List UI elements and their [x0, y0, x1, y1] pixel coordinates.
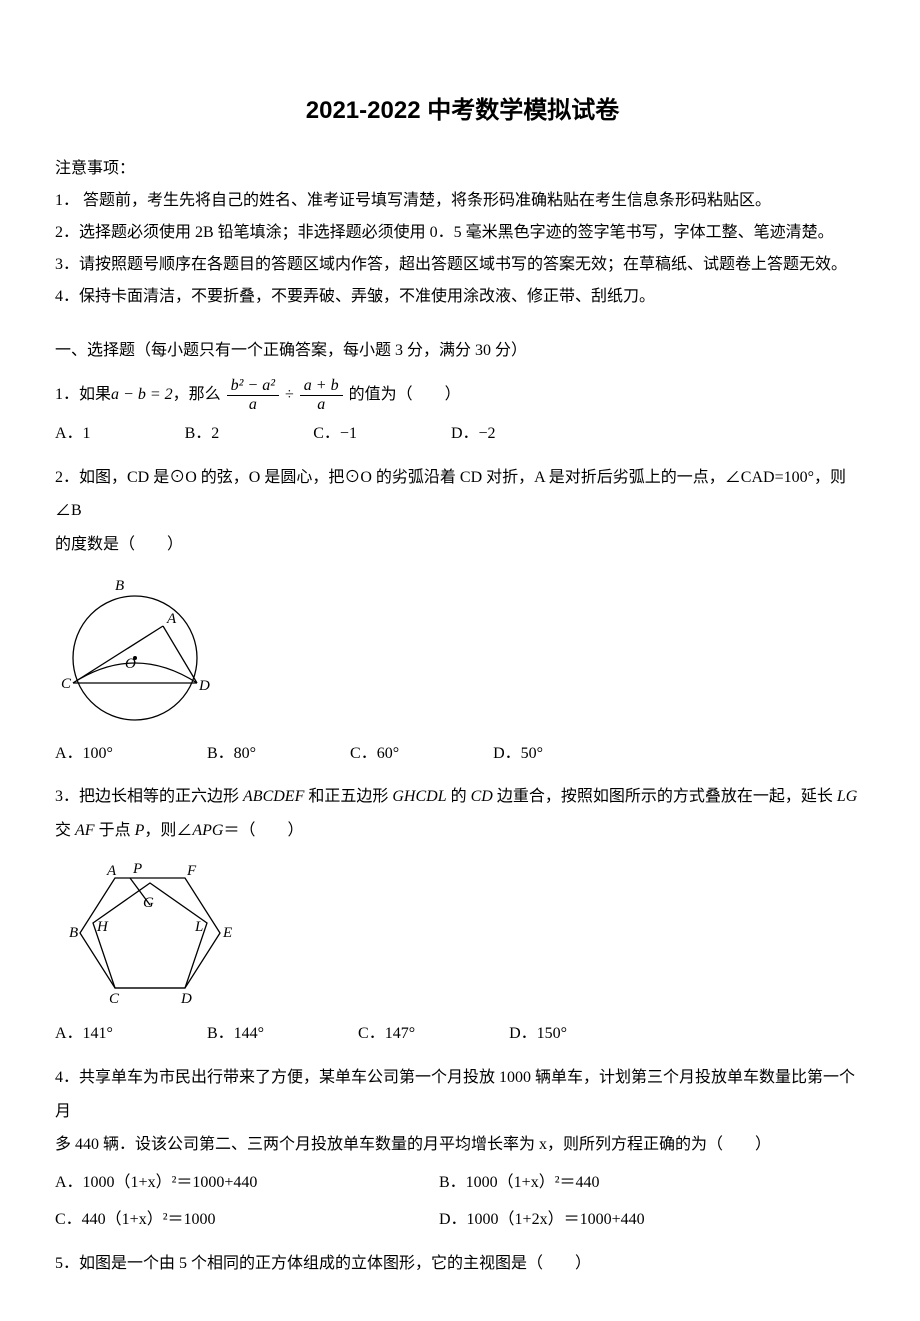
- q4-opt-d: D．1000（1+2x）＝1000+440: [439, 1203, 819, 1237]
- q3-label-f: F: [186, 863, 197, 879]
- q3-l1c: 的: [447, 788, 471, 805]
- q4-line1: 4．共享单车为市民出行带来了方便，某单车公司第一个月投放 1000 辆单车，计划…: [55, 1061, 870, 1128]
- question-5: 5．如图是一个由 5 个相同的正方体组成的立体图形，它的主视图是（ ）: [55, 1247, 870, 1281]
- q2-label-c: C: [61, 676, 72, 692]
- q2-ca: [73, 626, 163, 683]
- q3-lg: LG: [837, 788, 857, 805]
- q4-options-row1: A．1000（1+x）²＝1000+440 B．1000（1+x）²＝440: [55, 1166, 870, 1200]
- q3-line2: 交 AF 于点 P，则∠APG＝（ ）: [55, 814, 870, 848]
- q3-label-b: B: [69, 925, 78, 941]
- q4-opt-c: C．440（1+x）²＝1000: [55, 1203, 435, 1237]
- q3-label-l: L: [194, 919, 203, 935]
- q1-opt-d: D．−2: [451, 417, 496, 451]
- q3-abcdef: ABCDEF: [243, 788, 304, 805]
- q4-options-row2: C．440（1+x）²＝1000 D．1000（1+2x）＝1000+440: [55, 1203, 870, 1237]
- q1-options: A．1 B．2 C．−1 D．−2: [55, 417, 870, 451]
- q1-frac1: b² − a² a: [227, 377, 279, 413]
- question-3: 3．把边长相等的正六边形 ABCDEF 和正五边形 GHCDL 的 CD 边重合…: [55, 780, 870, 814]
- q1-opt-c: C．−1: [313, 417, 357, 451]
- q5-text: 5．如图是一个由 5 个相同的正方体组成的立体图形，它的主视图是（ ）: [55, 1247, 870, 1281]
- notice-item-3: 3．请按照题号顺序在各题目的答题区域内作答，超出答题区域书写的答案无效；在草稿纸…: [55, 249, 870, 281]
- q4-opt-a: A．1000（1+x）²＝1000+440: [55, 1166, 435, 1200]
- q3-label-c: C: [109, 991, 120, 1007]
- q3-l1d: 边重合，按照如图所示的方式叠放在一起，延长: [493, 788, 837, 805]
- q3-label-p: P: [132, 861, 142, 877]
- q1-frac2: a + b a: [300, 377, 343, 413]
- q1-frac2-num: a + b: [300, 377, 343, 396]
- q2-label-b: B: [115, 578, 124, 594]
- question-2: 2．如图，CD 是⊙O 的弦，O 是圆心，把⊙O 的劣弧沿着 CD 对折，A 是…: [55, 461, 870, 528]
- q1-mid: ，那么: [173, 386, 221, 403]
- q1-frac2-den: a: [300, 396, 343, 414]
- q3-opt-a: A．141°: [55, 1017, 113, 1051]
- q2-options: A．100° B．80° C．60° D．50°: [55, 737, 870, 771]
- q3-label-h: H: [96, 919, 109, 935]
- q3-l2d: ＝（ ）: [223, 822, 303, 839]
- q2-opt-d: D．50°: [493, 737, 543, 771]
- q3-apg: APG: [192, 822, 223, 839]
- q3-l2a: 交: [55, 822, 75, 839]
- q2-opt-a: A．100°: [55, 737, 113, 771]
- q2-opt-b: B．80°: [207, 737, 256, 771]
- notice-item-2: 2．选择题必须使用 2B 铅笔填涂；非选择题必须使用 0．5 毫米黑色字迹的签字…: [55, 217, 870, 249]
- q2-opt-c: C．60°: [350, 737, 399, 771]
- q1-opt-a: A．1: [55, 417, 91, 451]
- q3-svg: A P F B E C D G H L: [55, 853, 245, 1013]
- q3-opt-b: B．144°: [207, 1017, 264, 1051]
- q3-af: AF: [75, 822, 95, 839]
- q3-options: A．141° B．144° C．147° D．150°: [55, 1017, 870, 1051]
- q3-p: P: [135, 822, 145, 839]
- q4-opt-b: B．1000（1+x）²＝440: [439, 1166, 819, 1200]
- q2-line1: 2．如图，CD 是⊙O 的弦，O 是圆心，把⊙O 的劣弧沿着 CD 对折，A 是…: [55, 461, 870, 528]
- q3-opt-c: C．147°: [358, 1017, 415, 1051]
- q1-opt-b: B．2: [185, 417, 220, 451]
- exam-page: 2021-2022 中考数学模拟试卷 注意事项： 1． 答题前，考生先将自己的姓…: [0, 0, 920, 1321]
- q3-label-d: D: [180, 991, 192, 1007]
- question-1: 1．如果a − b = 2，那么 b² − a² a ÷ a + b a 的值为…: [55, 377, 870, 413]
- q2-line2: 的度数是（ ）: [55, 528, 870, 562]
- q3-opt-d: D．150°: [509, 1017, 567, 1051]
- q1-prefix: 1．如果: [55, 386, 111, 403]
- q3-ghcdl: GHCDL: [392, 788, 446, 805]
- notice-item-4: 4．保持卡面清洁，不要折叠，不要弄破、弄皱，不准使用涂改液、修正带、刮纸刀。: [55, 281, 870, 313]
- notice-heading: 注意事项：: [55, 153, 870, 185]
- q1-tail: 的值为（ ）: [349, 386, 461, 403]
- q3-l2b: 于点: [95, 822, 135, 839]
- q1-cond: a − b = 2: [111, 386, 173, 403]
- q2-label-a: A: [166, 611, 177, 627]
- q3-label-e: E: [222, 925, 232, 941]
- q3-cd: CD: [471, 788, 493, 805]
- q3-label-a: A: [106, 863, 117, 879]
- q2-label-d: D: [198, 678, 210, 694]
- q3-label-g: G: [143, 895, 154, 911]
- q2-svg: C D A B O: [55, 568, 225, 733]
- q3-l2c: ，则∠: [144, 822, 192, 839]
- q2-label-o: O: [125, 656, 136, 672]
- question-4: 4．共享单车为市民出行带来了方便，某单车公司第一个月投放 1000 辆单车，计划…: [55, 1061, 870, 1128]
- q3-figure: A P F B E C D G H L: [55, 853, 870, 1013]
- q3-l1b: 和正五边形: [304, 788, 392, 805]
- q3-l1a: 3．把边长相等的正六边形: [55, 788, 243, 805]
- section-heading: 一、选择题（每小题只有一个正确答案，每小题 3 分，满分 30 分）: [55, 335, 870, 367]
- q1-div: ÷: [285, 386, 294, 403]
- page-title: 2021-2022 中考数学模拟试卷: [55, 90, 870, 125]
- q1-frac1-den: a: [227, 396, 279, 414]
- notice-item-1: 1． 答题前，考生先将自己的姓名、准考证号填写清楚，将条形码准确粘贴在考生信息条…: [55, 185, 870, 217]
- q4-line2: 多 440 辆．设该公司第二、三两个月投放单车数量的月平均增长率为 x，则所列方…: [55, 1128, 870, 1162]
- q2-figure: C D A B O: [55, 568, 870, 733]
- q1-frac1-num: b² − a²: [227, 377, 279, 396]
